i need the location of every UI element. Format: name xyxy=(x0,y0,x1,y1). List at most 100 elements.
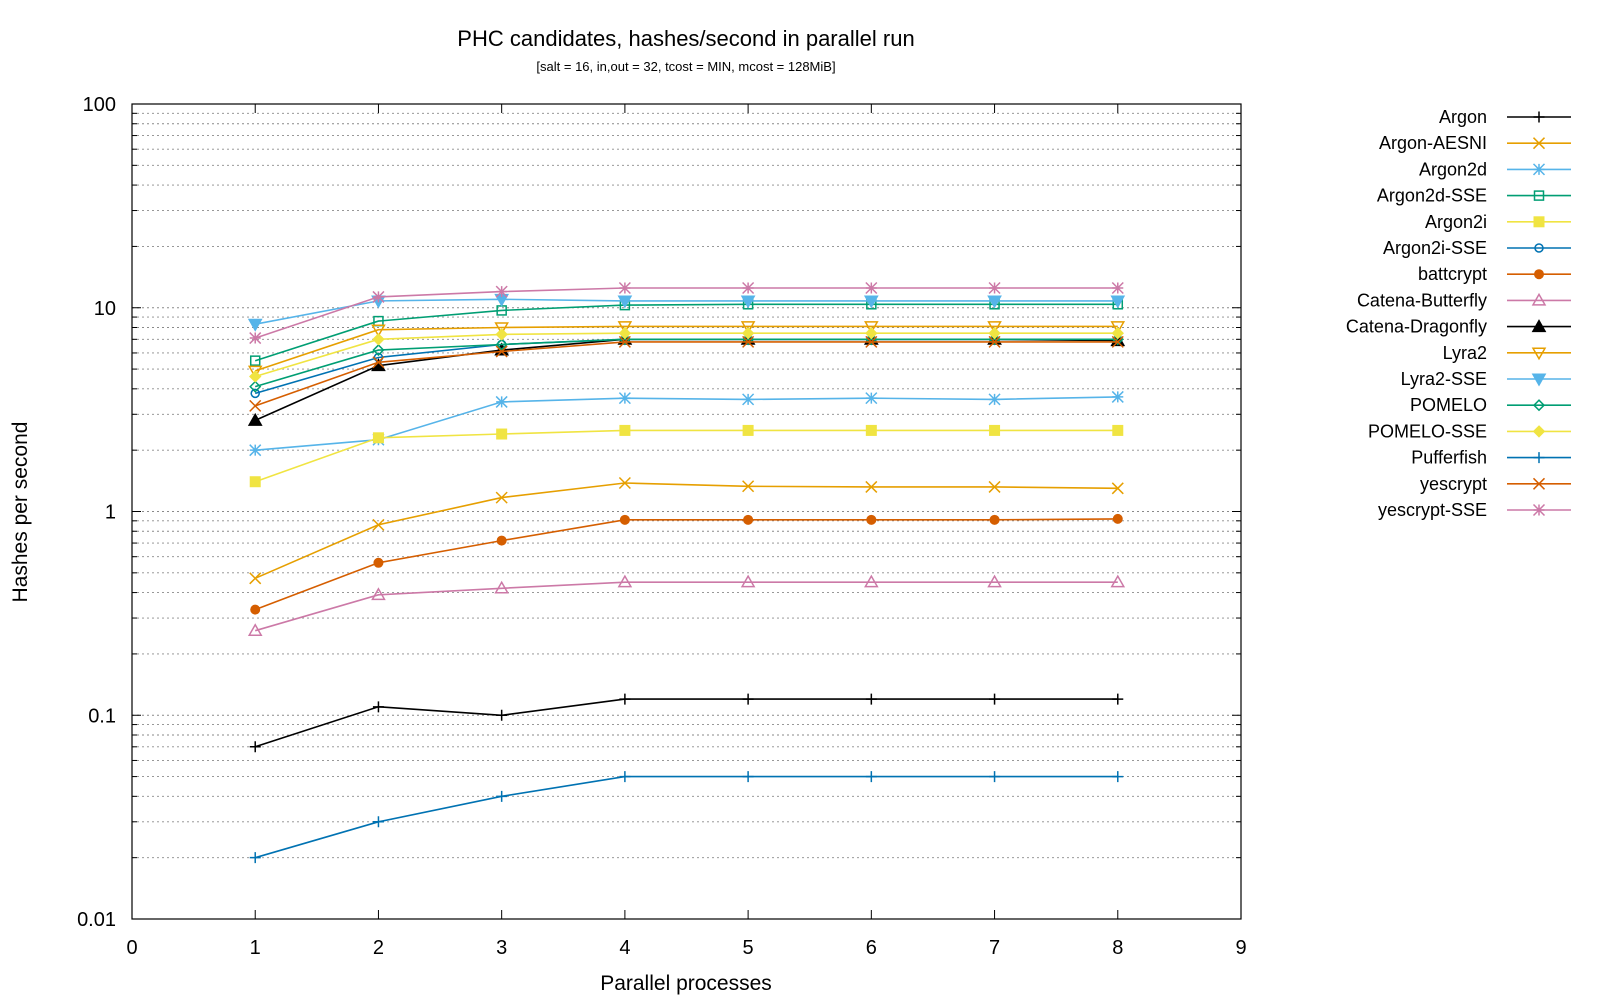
data-point xyxy=(741,326,755,340)
legend-item: Argon-AESNI xyxy=(1379,133,1571,153)
legend-marker xyxy=(1532,137,1546,150)
legend-item: Lyra2-SSE xyxy=(1401,369,1571,389)
legend-marker xyxy=(1532,425,1546,438)
legend-label: Lyra2-SSE xyxy=(1401,369,1487,389)
x-tick-label: 5 xyxy=(743,937,754,959)
data-point xyxy=(619,693,631,705)
legend-item: Argon2d xyxy=(1419,159,1571,179)
legend-marker xyxy=(1532,477,1546,490)
data-point xyxy=(742,693,754,705)
series-line xyxy=(254,325,1118,372)
legend-label: Lyra2 xyxy=(1443,343,1487,363)
data-point xyxy=(988,281,1001,295)
data-point xyxy=(1111,390,1124,403)
data-point xyxy=(740,321,756,334)
series-argon2d xyxy=(249,390,1124,457)
legend-item: battcrypt xyxy=(1418,264,1571,284)
series-line xyxy=(254,338,1118,395)
data-point xyxy=(742,424,754,436)
data-point xyxy=(864,574,879,588)
data-point xyxy=(495,491,508,504)
data-point xyxy=(371,324,386,338)
x-tick-label: 2 xyxy=(373,937,384,959)
data-point xyxy=(249,476,261,488)
series-group xyxy=(247,281,1126,864)
legend-label: POMELO xyxy=(1410,395,1487,415)
x-tick-label: 7 xyxy=(989,937,1000,959)
data-point xyxy=(1111,281,1124,295)
series-line xyxy=(255,298,1118,325)
data-point xyxy=(1111,326,1124,340)
series-line xyxy=(254,287,1118,339)
data-point xyxy=(989,424,1001,436)
data-point xyxy=(1111,335,1124,348)
series-argon-aesni xyxy=(249,476,1124,585)
data-point xyxy=(371,587,386,601)
data-point xyxy=(1110,295,1126,309)
data-point xyxy=(496,790,508,802)
x-tick-label: 8 xyxy=(1112,937,1123,959)
data-point xyxy=(495,338,508,351)
legend-item: POMELO-SSE xyxy=(1368,421,1571,441)
x-axis-title: Parallel processes xyxy=(600,972,772,995)
data-point xyxy=(618,335,631,348)
legend-marker xyxy=(1533,452,1545,464)
x-tick-label: 3 xyxy=(496,937,507,959)
legend-item: Lyra2 xyxy=(1443,343,1571,363)
series-catena-butterfly xyxy=(247,574,1126,636)
data-point xyxy=(987,574,1002,588)
data-point xyxy=(864,321,879,334)
legend-item: Argon2i xyxy=(1425,212,1571,232)
legend-label: Pufferfish xyxy=(1411,448,1487,468)
data-point xyxy=(865,326,878,340)
data-point xyxy=(372,356,385,369)
data-point xyxy=(250,604,261,615)
y-tick-label: 0.1 xyxy=(88,705,116,727)
data-point xyxy=(494,580,509,594)
legend-marker xyxy=(1531,292,1547,306)
legend-marker xyxy=(1533,216,1545,228)
y-tick-label: 0.01 xyxy=(77,909,116,931)
data-point xyxy=(743,514,754,525)
data-point xyxy=(372,816,384,828)
series-line xyxy=(254,698,1118,748)
data-point xyxy=(863,295,879,309)
legend-label: Argon2i xyxy=(1425,212,1487,232)
legend-marker xyxy=(1534,243,1544,253)
x-tick-label: 0 xyxy=(126,937,137,959)
series-line xyxy=(254,338,1118,388)
legend-label: yescrypt-SSE xyxy=(1378,500,1487,520)
data-point xyxy=(617,321,633,334)
data-point xyxy=(742,480,755,493)
data-point xyxy=(495,285,508,298)
legend: Argon Argon-AESNI Argon2d Argon2d-SSE Argon2… xyxy=(1346,107,1571,520)
data-point xyxy=(1112,693,1124,705)
data-point xyxy=(865,281,878,295)
x-tick-label: 6 xyxy=(866,937,877,959)
data-point xyxy=(742,281,755,295)
data-point xyxy=(495,345,508,358)
data-point xyxy=(249,741,261,753)
data-point xyxy=(247,318,263,332)
chart-subtitle: [salt = 16, in,out = 32, tcost = MIN, mc… xyxy=(536,59,835,74)
y-tick-label: 1 xyxy=(105,502,116,524)
data-point xyxy=(989,514,1000,525)
data-point xyxy=(249,852,261,864)
x-tick-label: 1 xyxy=(250,937,261,959)
data-point xyxy=(619,514,630,525)
data-point xyxy=(865,335,878,348)
data-point xyxy=(372,518,385,531)
data-point xyxy=(495,328,508,341)
legend-item: Argon xyxy=(1439,107,1571,127)
legend-item: POMELO xyxy=(1410,395,1571,415)
data-point xyxy=(1112,513,1123,524)
legend-label: battcrypt xyxy=(1418,264,1487,284)
legend-marker xyxy=(1534,269,1544,280)
series-line xyxy=(254,303,1118,362)
data-point xyxy=(742,771,754,783)
legend-marker xyxy=(1531,347,1547,361)
data-point xyxy=(372,290,385,303)
legend-item: Catena-Dragonfly xyxy=(1346,317,1571,337)
data-point xyxy=(742,393,755,406)
